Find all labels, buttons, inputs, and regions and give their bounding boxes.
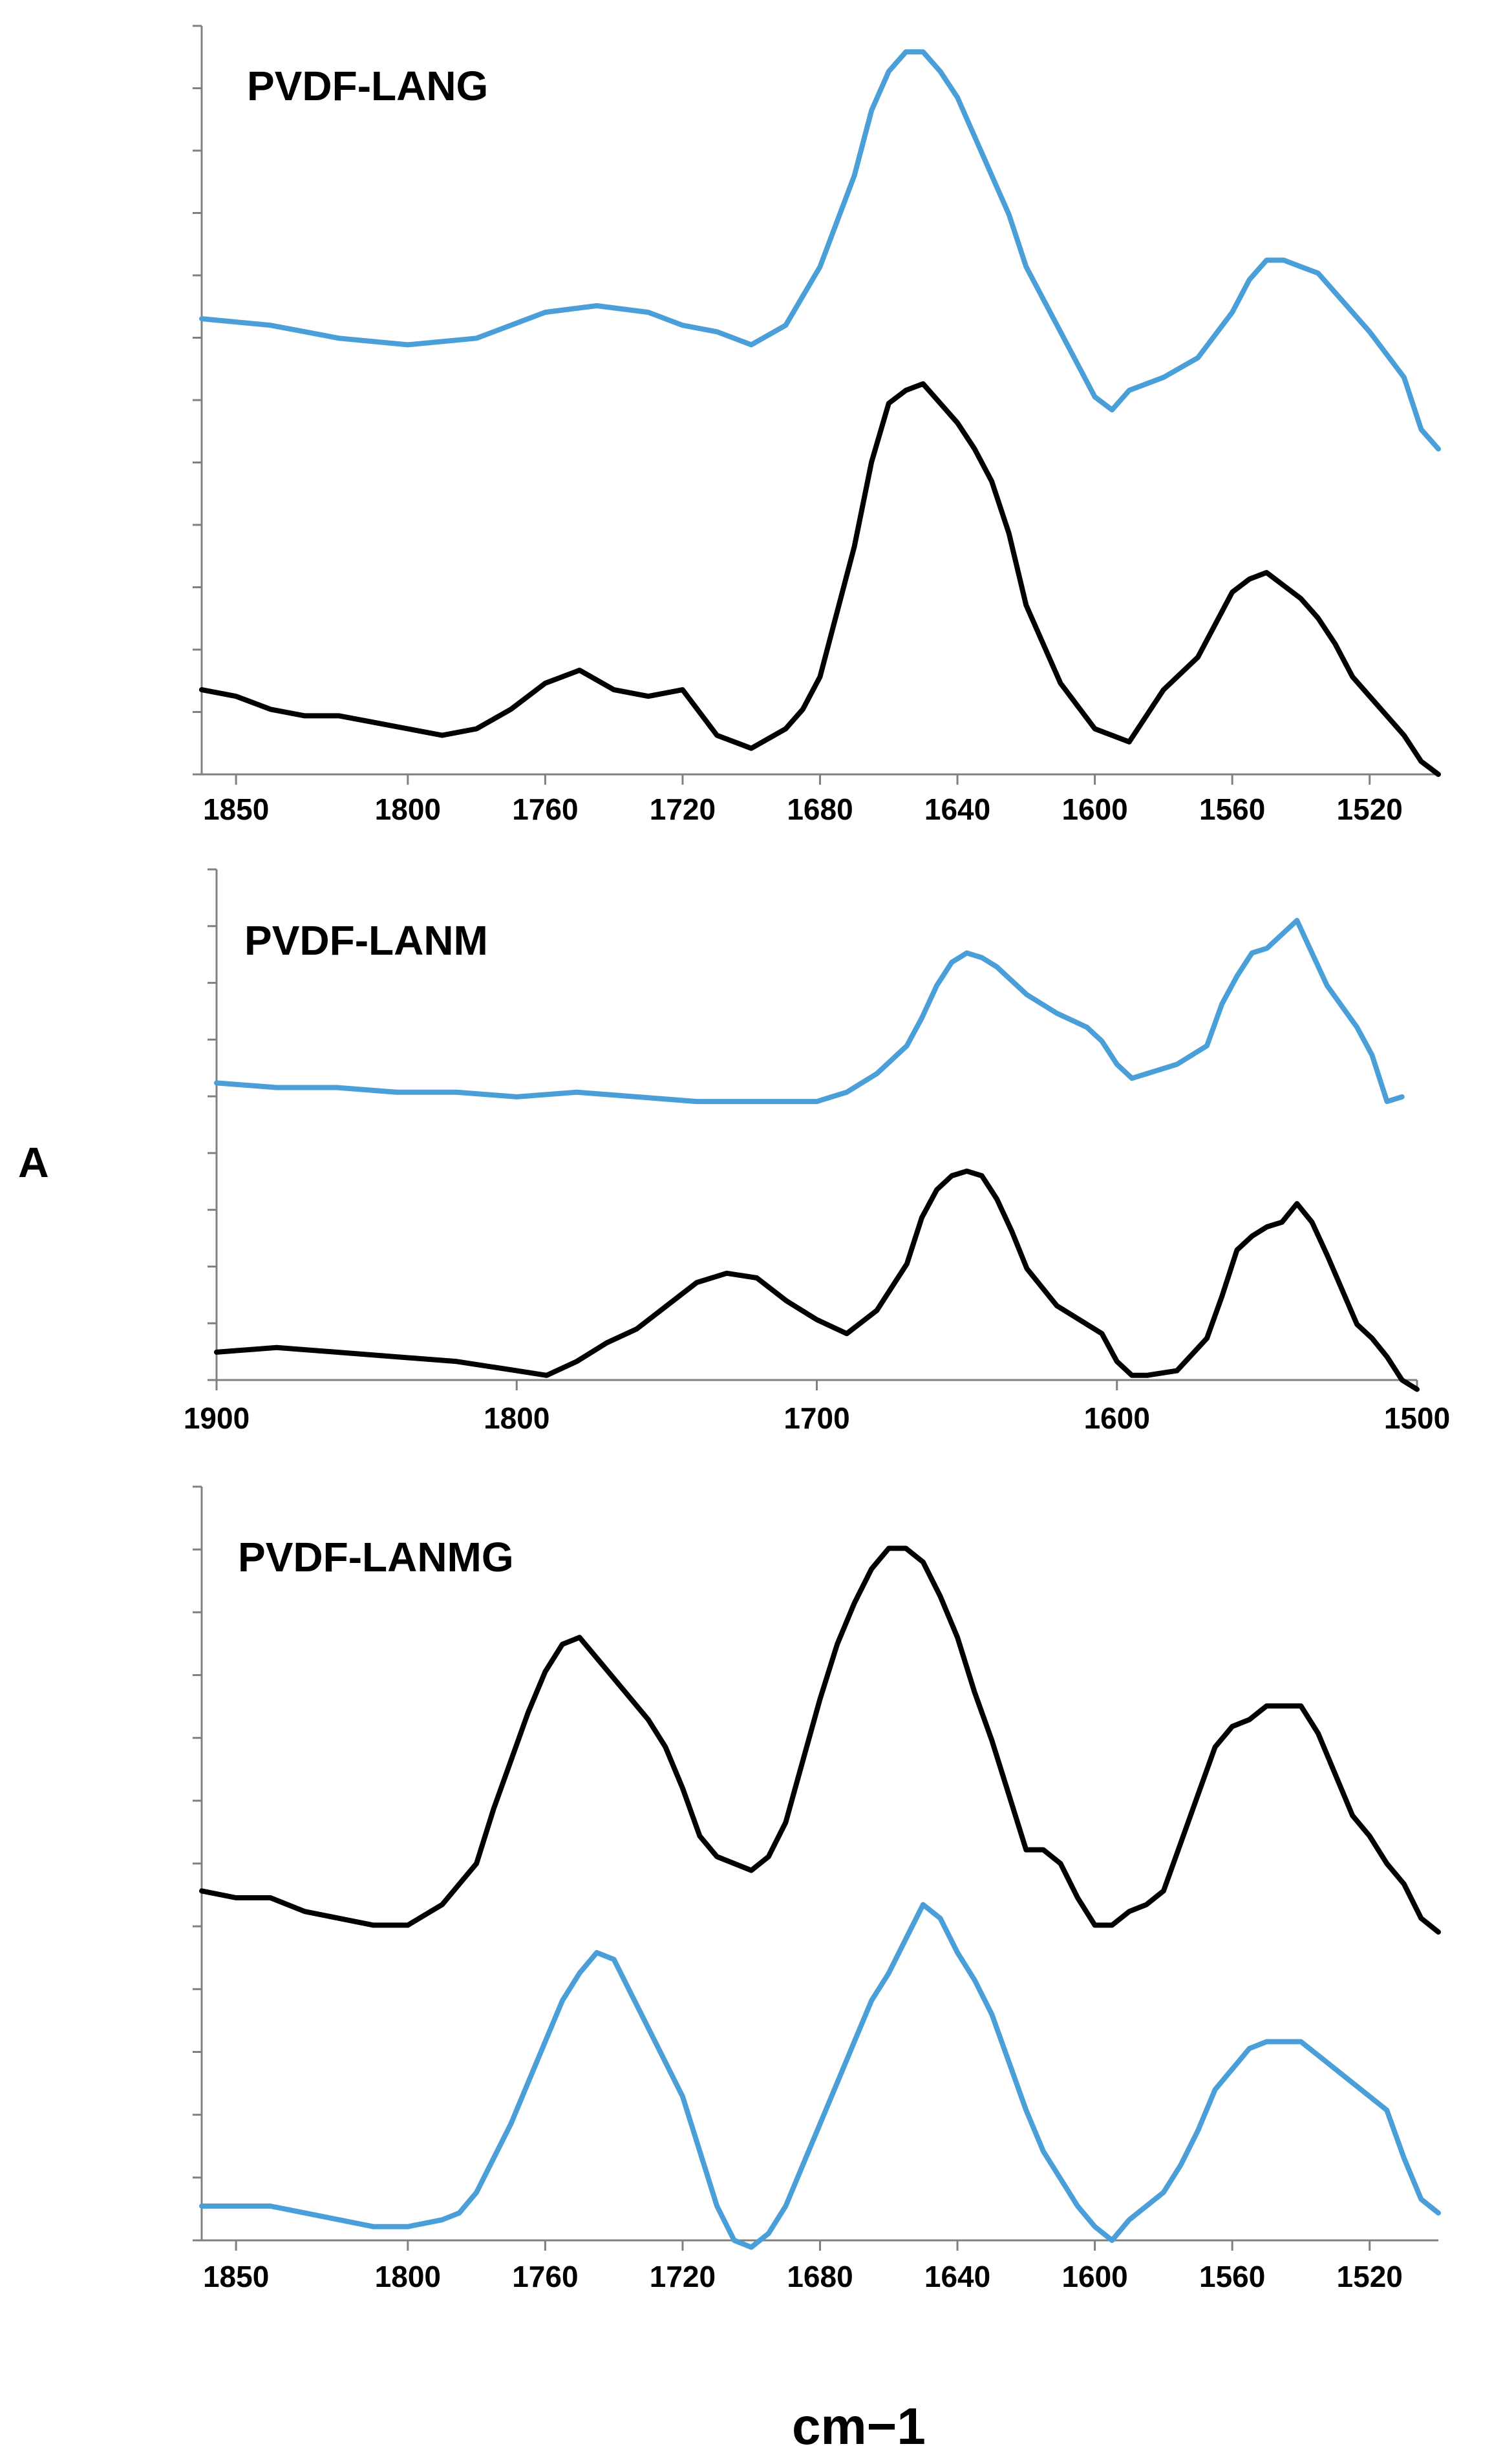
x-tick-label: 1600 [1084,1401,1150,1435]
series-line-blue [199,1902,1441,2250]
series-line-blue [214,918,1405,1105]
chart-panel-1: 1850 1800 1760 1720 1680 1640 1600 1560 1520 [193,25,1441,826]
chart-panel-2: 1900 1800 1700 1600 1500 [184,868,1450,1435]
chart-panel-3: 1850 1800 1760 1720 1680 1640 1600 1560 1520 [193,1485,1441,2293]
y-axis-label: A [18,1138,49,1186]
x-axis-label: cm−1 [792,2397,926,2455]
x-tick-label: 1640 [924,792,990,826]
series-line-black [199,1545,1441,1935]
x-tick-label: 1900 [184,1401,250,1435]
x-tick-label: 1850 [203,792,269,826]
x-tick-label: 1850 [203,2260,269,2293]
series-line-blue [199,49,1441,452]
x-tick-label: 1800 [375,792,441,826]
x-tick-label: 1680 [787,792,853,826]
panel-title-pvdf-lanmg: PVDF-LANMG [238,1534,514,1580]
x-tick-label: 1720 [650,792,716,826]
x-tick-label: 1640 [924,2260,990,2293]
series-line-black [214,1168,1420,1392]
x-tick-label: 1520 [1337,792,1403,826]
x-tick-label: 1760 [512,792,578,826]
x-tick-label: 1560 [1199,2260,1265,2293]
x-tick-label: 1760 [512,2260,578,2293]
x-tick-label: 1800 [375,2260,441,2293]
x-tick-label: 1680 [787,2260,853,2293]
x-tick-label: 1600 [1061,792,1127,826]
panel-title-pvdf-lang: PVDF-LANG [247,63,489,109]
x-tick-label: 1520 [1337,2260,1403,2293]
x-tick-label: 1720 [650,2260,716,2293]
x-tick-label: 1500 [1384,1401,1450,1435]
x-tick-label: 1700 [783,1401,849,1435]
panel-title-pvdf-lanm: PVDF-LANM [244,917,488,964]
series-line-black [199,381,1441,777]
x-tick-label: 1600 [1061,2260,1127,2293]
x-tick-label: 1560 [1199,792,1265,826]
x-tick-label: 1800 [484,1401,549,1435]
